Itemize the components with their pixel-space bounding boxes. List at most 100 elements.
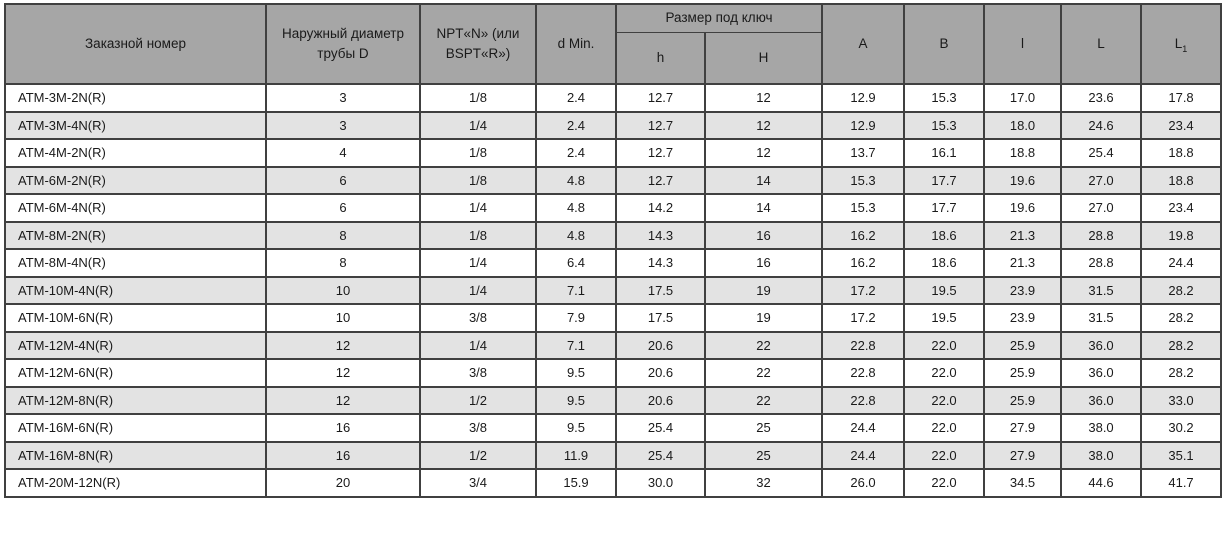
order-number-cell: ATM-4M-2N(R) (4, 138, 267, 168)
value-cell: 9.5 (535, 358, 617, 388)
value-cell: 16 (265, 413, 421, 443)
value-cell: 1/4 (419, 275, 537, 305)
value-cell: 24.6 (1060, 110, 1143, 140)
value-cell: 22.0 (903, 385, 986, 415)
value-cell: 22.8 (821, 385, 906, 415)
value-cell: 8 (265, 248, 421, 278)
value-cell: 15.3 (821, 165, 906, 195)
value-cell: 2.4 (535, 138, 617, 168)
value-cell: 17.8 (1140, 83, 1223, 113)
value-cell: 2.4 (535, 110, 617, 140)
value-cell: 31.5 (1060, 303, 1143, 333)
value-cell: 23.9 (983, 275, 1063, 305)
value-cell: 12.7 (615, 165, 706, 195)
value-cell: 14.3 (615, 248, 706, 278)
value-cell: 12 (703, 83, 824, 113)
table-row: ATM-12M-6N(R) 12 3/8 9.5 20.6 22 22.8 22.0 25.9 3… (4, 358, 1223, 388)
value-cell: 6.4 (535, 248, 617, 278)
value-cell: 12 (265, 358, 421, 388)
table-row: ATM-16M-8N(R) 16 1/2 11.9 25.4 25 24.4 22.0 27.9… (4, 440, 1223, 470)
value-cell: 19.5 (903, 275, 986, 305)
value-cell: 32 (703, 468, 824, 498)
value-cell: 11.9 (535, 440, 617, 470)
value-cell: 13.7 (821, 138, 906, 168)
value-cell: 14 (703, 165, 824, 195)
value-cell: 22 (703, 385, 824, 415)
value-cell: 21.3 (983, 248, 1063, 278)
value-cell: 1/8 (419, 83, 537, 113)
value-cell: 28.2 (1140, 330, 1223, 360)
order-number-cell: ATM-12M-8N(R) (4, 385, 267, 415)
header-l1: L1 (1140, 3, 1223, 85)
value-cell: 12 (703, 138, 824, 168)
value-cell: 30.2 (1140, 413, 1223, 443)
value-cell: 25.9 (983, 358, 1063, 388)
value-cell: 28.8 (1060, 220, 1143, 250)
value-cell: 25 (703, 440, 824, 470)
table-row: ATM-12M-8N(R) 12 1/2 9.5 20.6 22 22.8 22.0 25.9 3… (4, 385, 1223, 415)
value-cell: 35.1 (1140, 440, 1223, 470)
value-cell: 3/8 (419, 303, 537, 333)
value-cell: 4.8 (535, 220, 617, 250)
value-cell: 10 (265, 303, 421, 333)
order-number-cell: ATM-8M-2N(R) (4, 220, 267, 250)
value-cell: 18.8 (1140, 138, 1223, 168)
value-cell: 12.7 (615, 83, 706, 113)
value-cell: 6 (265, 193, 421, 223)
value-cell: 14.3 (615, 220, 706, 250)
value-cell: 18.6 (903, 220, 986, 250)
value-cell: 20.6 (615, 330, 706, 360)
value-cell: 3 (265, 83, 421, 113)
l1-subscript: 1 (1182, 44, 1188, 55)
value-cell: 18.8 (983, 138, 1063, 168)
value-cell: 36.0 (1060, 330, 1143, 360)
value-cell: 36.0 (1060, 358, 1143, 388)
value-cell: 25.4 (615, 440, 706, 470)
value-cell: 14.2 (615, 193, 706, 223)
value-cell: 17.7 (903, 193, 986, 223)
table-row: ATM-3M-4N(R) 3 1/4 2.4 12.7 12 12.9 15.3 18.0 24.… (4, 110, 1223, 140)
value-cell: 16 (703, 220, 824, 250)
value-cell: 22.8 (821, 330, 906, 360)
header-row-sub: h H (5, 31, 1221, 85)
header-a: A (821, 3, 906, 85)
value-cell: 16 (265, 440, 421, 470)
header-npt: NPT«N» (или BSPT«R») (419, 3, 537, 85)
header-l-small: l (983, 3, 1063, 85)
value-cell: 38.0 (1060, 440, 1143, 470)
header-l-big: L (1060, 3, 1143, 85)
value-cell: 4.8 (535, 165, 617, 195)
table-row: ATM-10M-6N(R) 10 3/8 7.9 17.5 19 17.2 19.5 23.9 3… (4, 303, 1223, 333)
value-cell: 17.2 (821, 275, 906, 305)
value-cell: 22.0 (903, 358, 986, 388)
order-number-cell: ATM-6M-2N(R) (4, 165, 267, 195)
value-cell: 22.0 (903, 413, 986, 443)
table-row: ATM-10M-4N(R) 10 1/4 7.1 17.5 19 17.2 19.5 23.9 3… (4, 275, 1223, 305)
value-cell: 33.0 (1140, 385, 1223, 415)
value-cell: 4 (265, 138, 421, 168)
value-cell: 1/8 (419, 165, 537, 195)
value-cell: 38.0 (1060, 413, 1143, 443)
value-cell: 9.5 (535, 385, 617, 415)
value-cell: 36.0 (1060, 385, 1143, 415)
value-cell: 7.9 (535, 303, 617, 333)
value-cell: 12 (265, 385, 421, 415)
value-cell: 18.0 (983, 110, 1063, 140)
value-cell: 14 (703, 193, 824, 223)
value-cell: 1/2 (419, 440, 537, 470)
value-cell: 7.1 (535, 330, 617, 360)
value-cell: 4.8 (535, 193, 617, 223)
value-cell: 25.4 (615, 413, 706, 443)
table-row: ATM-4M-2N(R) 4 1/8 2.4 12.7 12 13.7 16.1 18.8 25.… (4, 138, 1223, 168)
table-header: Заказной номер Наружный диаметр трубы D … (4, 3, 1223, 85)
table-body: ATM-3M-2N(R) 3 1/8 2.4 12.7 12 12.9 15.3 17.0 23.… (4, 83, 1223, 498)
value-cell: 3/4 (419, 468, 537, 498)
table-row: ATM-6M-4N(R) 6 1/4 4.8 14.2 14 15.3 17.7 19.6 27.… (4, 193, 1223, 223)
order-number-cell: ATM-10M-6N(R) (4, 303, 267, 333)
value-cell: 18.6 (903, 248, 986, 278)
value-cell: 20 (265, 468, 421, 498)
value-cell: 18.8 (1140, 165, 1223, 195)
value-cell: 15.3 (903, 110, 986, 140)
value-cell: 17.5 (615, 303, 706, 333)
value-cell: 17.7 (903, 165, 986, 195)
